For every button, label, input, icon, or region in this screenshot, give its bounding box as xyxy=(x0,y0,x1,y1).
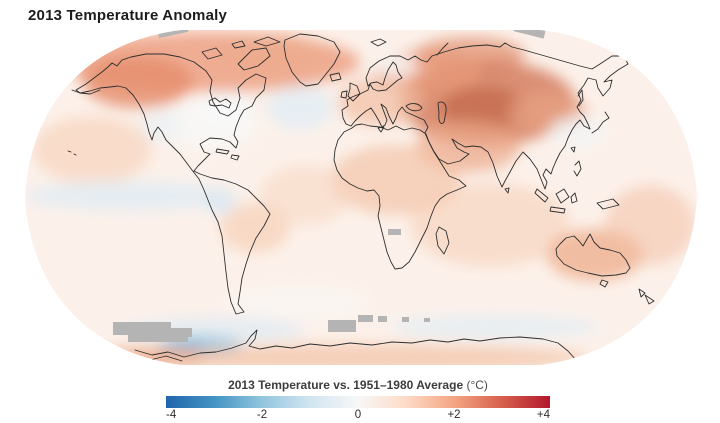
coastline-americas xyxy=(75,53,271,315)
coastline-eurasia xyxy=(341,42,629,190)
colorbar-gradient xyxy=(166,396,550,408)
coastline-ellesmere-island xyxy=(253,36,281,47)
coastline-antarctica-west-spur xyxy=(149,355,183,362)
colorbar-unit: (°C) xyxy=(466,378,488,392)
no-data-patch-9 xyxy=(424,318,430,322)
coastline-novaya-zemlya xyxy=(436,42,449,56)
coastline-svalbard xyxy=(370,38,387,47)
coastline-java xyxy=(549,206,566,214)
no-data-patch-3 xyxy=(128,333,188,342)
anomaly-field xyxy=(25,32,695,365)
coastline-cuba xyxy=(215,148,230,155)
no-data-patch-6 xyxy=(358,315,373,322)
coastline-sumatra xyxy=(534,188,549,203)
coastline-new-zealand-south xyxy=(644,294,655,305)
anomaly-region-sahara-sahel xyxy=(330,145,460,215)
coastlines xyxy=(67,33,655,362)
colorbar-title: 2013 Temperature vs. 1951–1980 Average (… xyxy=(166,378,550,392)
anomaly-region-peru-coast-cool xyxy=(204,189,236,215)
anomaly-region-southern-ocean-cool-east xyxy=(390,315,600,339)
anomaly-region-alaska-yukon xyxy=(83,56,193,108)
coastline-sakhalin xyxy=(577,89,584,107)
anomaly-region-ne-pacific-warm xyxy=(32,116,152,184)
colorbar-title-text: 2013 Temperature vs. 1951–1980 Average xyxy=(228,378,464,392)
coastline-taiwan xyxy=(570,146,576,153)
coastline-victoria-island xyxy=(201,47,223,60)
anomaly-region-antarctica-warm xyxy=(130,344,590,365)
coastline-africa xyxy=(333,123,467,270)
page-title: 2013 Temperature Anomaly xyxy=(28,7,228,24)
coastline-aleutians xyxy=(71,89,101,95)
anomaly-region-north-atlantic-cool xyxy=(266,86,334,130)
colorbar-tick--2: -2 xyxy=(256,409,268,421)
anomaly-region-equatorial-pacific-cool xyxy=(25,181,235,211)
anomaly-region-antarctica-west-warm xyxy=(95,346,205,365)
coastline-greenland xyxy=(283,33,341,87)
coastline-antarctica xyxy=(134,329,577,361)
coastline-borneo xyxy=(555,188,570,204)
anomaly-region-south-atlantic-neutral xyxy=(230,287,370,319)
coastline-sulawesi xyxy=(570,192,578,204)
no-data-patch-2 xyxy=(113,322,171,335)
no-data-patch-1 xyxy=(513,30,546,39)
coastline-australia xyxy=(555,233,631,277)
no-data-patch-8 xyxy=(402,317,409,322)
coastline-caspian-sea xyxy=(437,101,447,124)
coastline-new-zealand-north xyxy=(638,288,646,298)
coastline-ireland xyxy=(340,90,348,99)
coastline-madagascar xyxy=(435,226,450,255)
coastline-new-guinea xyxy=(596,198,620,210)
coastline-black-sea xyxy=(405,103,423,112)
anomaly-region-nordic-neutral xyxy=(373,55,417,77)
anomaly-region-southwest-pacific-warm xyxy=(605,185,695,265)
anomaly-region-indian-ocean-warm xyxy=(410,183,570,267)
coastline-hispaniola xyxy=(230,154,240,161)
coastline-sri-lanka xyxy=(504,187,510,194)
anomaly-region-us-west-cool xyxy=(138,110,182,142)
coastline-japan xyxy=(591,111,610,134)
anomaly-region-europe xyxy=(338,78,422,126)
colorbar-ticks: -4 -2 0 +2 +4 xyxy=(166,409,550,423)
no-data-patch-4 xyxy=(160,328,192,337)
coastline-uk xyxy=(347,82,361,102)
coastline-hawaii xyxy=(67,150,77,156)
anomaly-region-tropical-atlantic-warm xyxy=(260,165,350,225)
no-data-patch-10 xyxy=(388,229,401,235)
no-data-patch-0 xyxy=(157,30,189,39)
coastline-iceland xyxy=(329,72,342,82)
coastline-devon-island xyxy=(231,40,246,49)
colorbar-tick--4: -4 xyxy=(166,409,177,421)
anomaly-region-siberia-core xyxy=(441,86,525,130)
coastline-tasmania xyxy=(599,279,609,288)
coastline-great-lakes xyxy=(208,97,232,109)
no-data-patch-7 xyxy=(378,316,387,322)
coastline-baffin-island xyxy=(237,47,271,71)
coastline-philippines xyxy=(573,160,582,177)
anomaly-region-east-asia-coast-neutral xyxy=(549,116,605,148)
no-data-patches xyxy=(113,30,546,342)
colorbar-tick-0: 0 xyxy=(354,409,362,421)
colorbar-tick-+2: +2 xyxy=(447,409,461,421)
no-data-patch-5 xyxy=(328,320,356,332)
colorbar-tick-+4: +4 xyxy=(536,409,550,421)
